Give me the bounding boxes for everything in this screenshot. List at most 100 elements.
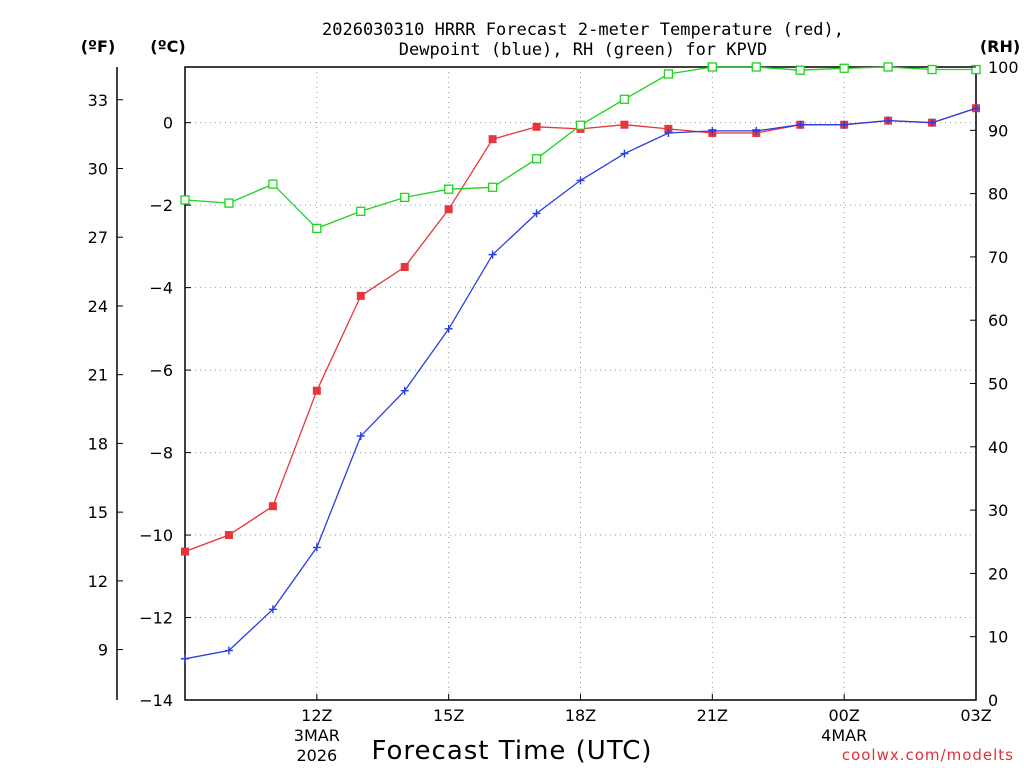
rh-unit-label: (RH) bbox=[980, 37, 1020, 56]
credit-text: coolwx.com/modelts bbox=[842, 746, 1014, 764]
temperature-point bbox=[224, 531, 233, 540]
celsius-tick-label: 0 bbox=[163, 114, 173, 133]
dewpoint-point bbox=[488, 250, 497, 259]
celsius-tick-label: −4 bbox=[149, 279, 173, 298]
celsius-tick-label: −6 bbox=[149, 361, 173, 380]
temperature-point bbox=[488, 135, 497, 144]
time-tick-label: 03Z bbox=[960, 706, 991, 725]
axis-labels: 0−2−4−6−8−10−12−143330272421181512910090… bbox=[88, 58, 1019, 765]
rh-point bbox=[224, 198, 234, 208]
fahrenheit-tick-label: 15 bbox=[88, 503, 108, 522]
temperature-point bbox=[444, 205, 453, 214]
time-tick-label: 18Z bbox=[565, 706, 596, 725]
rh-tick-label: 30 bbox=[988, 501, 1008, 520]
dewpoint-point bbox=[181, 654, 189, 663]
rh-point bbox=[839, 63, 849, 73]
dewpoint-point bbox=[356, 432, 365, 441]
rh-point bbox=[575, 120, 586, 130]
chart-title: 2026030310 HRRR Forecast 2-meter Tempera… bbox=[322, 20, 844, 60]
time-tick-label: 12Z bbox=[301, 706, 332, 725]
rh-tick-label: 60 bbox=[988, 311, 1008, 330]
rh-point bbox=[707, 62, 717, 72]
rh-point bbox=[883, 62, 893, 72]
time-tick-label: 00Z bbox=[829, 706, 860, 725]
dewpoint-point bbox=[840, 120, 849, 129]
rh-point bbox=[795, 65, 805, 75]
temperature-line bbox=[184, 107, 977, 553]
temperature-point bbox=[268, 502, 277, 511]
rh-point bbox=[927, 64, 937, 75]
celsius-tick-label: −8 bbox=[149, 444, 173, 463]
celsius-tick-label: −10 bbox=[139, 526, 173, 545]
fahrenheit-tick-label: 9 bbox=[98, 641, 108, 660]
dewpoint-point bbox=[312, 543, 321, 552]
fahrenheit-tick-label: 30 bbox=[88, 159, 108, 178]
dewpoint-point bbox=[972, 104, 980, 113]
fahrenheit-tick-label: 18 bbox=[88, 434, 108, 453]
celsius-tick-label: −14 bbox=[139, 691, 173, 710]
fahrenheit-unit-label: (ºF) bbox=[81, 37, 116, 56]
title-line-2: Dewpoint (blue), RH (green) for KPVD bbox=[399, 40, 767, 60]
dewpoint-point bbox=[532, 209, 541, 218]
dewpoint-point bbox=[884, 116, 893, 125]
dewpoint-point bbox=[620, 149, 629, 158]
dewpoint-point bbox=[224, 646, 233, 655]
temperature-point bbox=[620, 120, 629, 129]
x-axis-title: Forecast Time (UTC) bbox=[371, 736, 652, 766]
plot-frame bbox=[184, 66, 977, 701]
dewpoint-point bbox=[268, 605, 277, 614]
dewpoint-point bbox=[576, 176, 585, 185]
dewpoint-line bbox=[184, 107, 977, 660]
rh-tick-label: 80 bbox=[988, 185, 1008, 204]
rh-point bbox=[971, 64, 981, 75]
temperature-point bbox=[400, 263, 409, 272]
rh-tick-label: 10 bbox=[988, 628, 1008, 647]
dewpoint-point bbox=[444, 324, 453, 333]
temperature-point bbox=[664, 124, 673, 133]
rh-point bbox=[356, 206, 366, 216]
rh-point bbox=[444, 184, 454, 194]
rh-point bbox=[312, 223, 322, 234]
dewpoint-point bbox=[928, 118, 937, 127]
dewpoint-point bbox=[400, 386, 409, 395]
rh-tick-label: 20 bbox=[988, 564, 1008, 583]
rh-tick-label: 70 bbox=[988, 248, 1008, 267]
rh-tick-label: 50 bbox=[988, 375, 1008, 394]
rh-point bbox=[619, 94, 630, 104]
dewpoint-point bbox=[752, 126, 761, 135]
rh-point bbox=[268, 179, 278, 189]
dewpoint-point bbox=[708, 126, 717, 135]
dewpoint-point bbox=[796, 120, 805, 129]
rh-point bbox=[180, 195, 190, 205]
date-tick-label: 4MAR bbox=[821, 726, 867, 745]
rh-tick-label: 0 bbox=[988, 691, 998, 710]
title-line-1: 2026030310 HRRR Forecast 2-meter Tempera… bbox=[322, 20, 844, 40]
series-layer bbox=[180, 62, 981, 663]
time-tick-label: 21Z bbox=[697, 706, 728, 725]
celsius-tick-label: −2 bbox=[149, 196, 173, 215]
rh-tick-label: 40 bbox=[988, 438, 1008, 457]
fahrenheit-tick-label: 21 bbox=[88, 366, 108, 385]
time-tick-label: 15Z bbox=[433, 706, 464, 725]
date-tick-label: 3MAR bbox=[294, 726, 340, 745]
rh-tick-label: 100 bbox=[988, 58, 1019, 77]
gridlines bbox=[185, 67, 976, 700]
celsius-unit-label: (ºC) bbox=[150, 37, 185, 56]
celsius-tick-label: −12 bbox=[139, 609, 173, 628]
rh-point bbox=[400, 192, 410, 203]
dewpoint-point bbox=[664, 128, 673, 137]
temperature-point bbox=[181, 547, 189, 556]
year-tick-label: 2026 bbox=[296, 746, 337, 765]
temperature-point bbox=[312, 386, 321, 395]
temperature-point bbox=[532, 122, 541, 131]
fahrenheit-tick-label: 33 bbox=[88, 91, 108, 110]
rh-point bbox=[751, 62, 761, 72]
temperature-point bbox=[356, 291, 365, 300]
fahrenheit-tick-label: 12 bbox=[88, 572, 108, 591]
fahrenheit-tick-label: 24 bbox=[88, 297, 108, 316]
rh-point bbox=[487, 182, 498, 192]
rh-tick-label: 90 bbox=[988, 121, 1008, 140]
rh-point bbox=[531, 154, 542, 164]
fahrenheit-tick-label: 27 bbox=[88, 228, 108, 247]
